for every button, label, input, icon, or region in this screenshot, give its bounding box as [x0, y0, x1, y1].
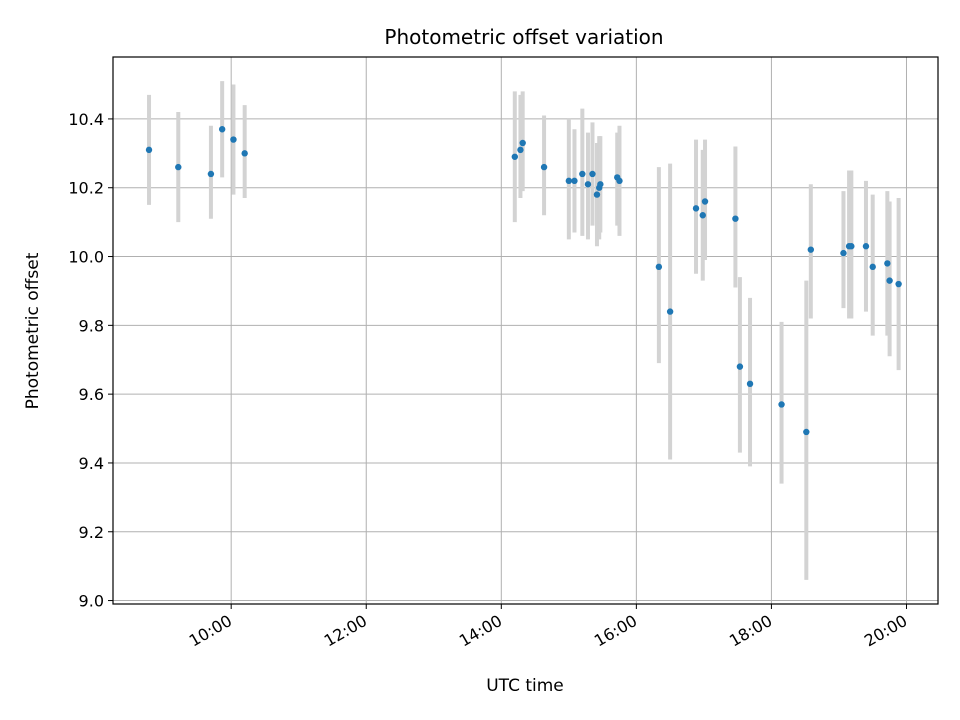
data-point [571, 177, 578, 185]
data-point [840, 249, 847, 257]
data-point [579, 170, 586, 178]
data-point [746, 380, 754, 388]
data-point [175, 163, 182, 171]
data-point [207, 170, 215, 178]
y-tick-label: 9.8 [79, 316, 104, 335]
y-axis-ticks: 9.0 9.2 9.4 9.6 9.8 10.0 10.2 10.4 [68, 110, 113, 611]
y-tick-label: 9.2 [79, 523, 104, 542]
data-point [736, 363, 744, 370]
y-tick-label: 9.4 [79, 454, 104, 473]
y-tick-label: 10.0 [68, 248, 104, 267]
data-point [886, 277, 893, 284]
data-point [517, 146, 524, 154]
data-point [584, 181, 592, 188]
y-tick-label: 9.6 [79, 385, 104, 404]
data-point [593, 191, 601, 198]
data-point [869, 263, 876, 271]
data-point [666, 308, 674, 315]
data-point [145, 146, 153, 154]
data-point [807, 246, 815, 253]
data-point [803, 428, 810, 436]
data-point [511, 153, 519, 160]
data-point [597, 181, 604, 188]
data-point [230, 136, 237, 143]
y-tick-label: 10.2 [68, 179, 104, 198]
data-point [732, 215, 739, 222]
data-points [145, 126, 902, 436]
data-point [884, 260, 891, 267]
data-point [589, 170, 596, 178]
data-point [848, 243, 855, 250]
chart-title: Photometric offset variation [384, 25, 663, 49]
x-axis-title: UTC time [486, 676, 564, 696]
data-point [241, 150, 248, 157]
plot-area-frame [112, 56, 939, 605]
data-point [519, 139, 526, 147]
data-point [862, 243, 870, 250]
data-point [218, 126, 226, 133]
grid [113, 57, 938, 604]
y-tick-label: 10.4 [68, 110, 104, 129]
data-point [540, 163, 548, 171]
y-axis-title: Photometric offset [23, 252, 43, 409]
data-point [565, 177, 573, 185]
data-point [699, 212, 706, 219]
data-point [778, 401, 785, 408]
data-point [616, 177, 623, 185]
data-point [895, 280, 902, 288]
data-point [692, 205, 700, 212]
data-point [655, 263, 663, 271]
data-point [701, 198, 709, 205]
y-tick-label: 9.0 [79, 592, 104, 611]
